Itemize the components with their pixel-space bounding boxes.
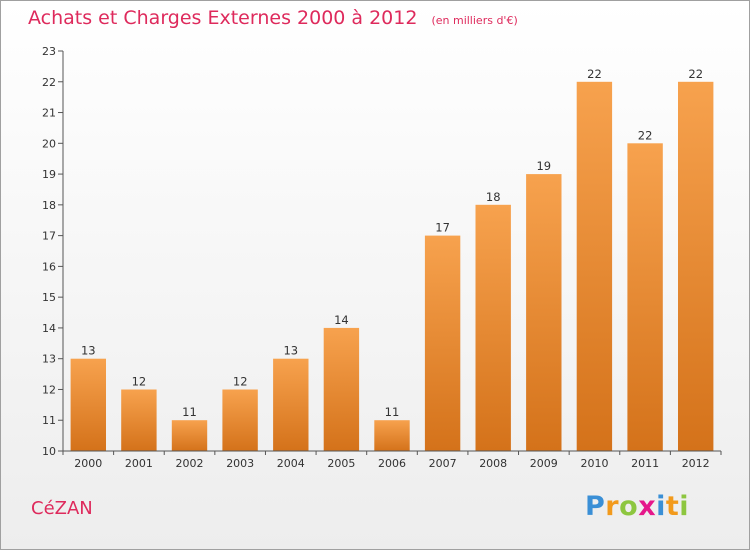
data-label-2011: 22 [638, 128, 653, 142]
x-tick-label: 2004 [277, 457, 305, 470]
x-tick-label: 2000 [74, 457, 102, 470]
data-label-2006: 11 [385, 405, 400, 419]
y-tick-label: 16 [42, 260, 56, 273]
y-tick-label: 21 [42, 107, 56, 120]
y-tick-label: 23 [42, 45, 56, 58]
y-tick-label: 14 [42, 322, 56, 335]
x-tick-label: 2002 [176, 457, 204, 470]
chart-subtitle: (en milliers d'€) [431, 14, 518, 27]
data-label-2010: 22 [587, 67, 602, 81]
y-tick-label: 17 [42, 230, 56, 243]
x-tick-label: 2001 [125, 457, 153, 470]
bar-2009 [526, 174, 562, 451]
bars-group: 13 2000 12 2001 11 2002 12 2003 13 2004 14 2005 11 20… [70, 67, 714, 470]
x-tick-label: 2010 [581, 457, 609, 470]
place-name: CéZAN [31, 498, 93, 519]
data-label-2012: 22 [688, 67, 703, 81]
data-label-2000: 13 [81, 344, 96, 358]
axes-group: 10 11 12 13 14 15 16 17 18 19 20 21 22 23 [42, 45, 722, 458]
y-tick-label: 11 [42, 414, 56, 427]
bar-2005 [323, 327, 360, 451]
y-tick-label: 20 [42, 137, 56, 150]
data-label-2002: 11 [182, 405, 197, 419]
x-tick-label: 2003 [226, 457, 254, 470]
bar-2003 [222, 389, 258, 451]
y-tick-label: 13 [42, 353, 56, 366]
data-label-2001: 12 [132, 375, 147, 389]
x-tick-label: 2005 [327, 457, 355, 470]
y-tick-label: 19 [42, 168, 56, 181]
bar-2007 [424, 235, 461, 451]
bar-2010 [576, 81, 613, 452]
data-label-2008: 18 [486, 190, 501, 204]
x-tick-label: 2009 [530, 457, 558, 470]
data-label-2007: 17 [435, 221, 450, 235]
logo-letter: x [638, 491, 657, 522]
bar-2002 [171, 420, 208, 451]
title-text: Achats et Charges Externes 2000 à 2012 [28, 7, 418, 29]
chart-title: Achats et Charges Externes 2000 à 2012 (e… [28, 7, 518, 29]
x-tick-label: 2012 [682, 457, 710, 470]
data-label-2003: 12 [233, 375, 248, 389]
bar-2012 [678, 81, 714, 452]
bar-2004 [273, 358, 309, 451]
data-label-2005: 14 [334, 313, 349, 327]
y-tick-label: 18 [42, 199, 56, 212]
logo-letter: r [605, 491, 620, 522]
bar-2008 [475, 204, 511, 451]
data-label-2009: 19 [536, 159, 551, 173]
logo-letter: i [656, 491, 666, 522]
y-tick-label: 15 [42, 291, 56, 304]
x-tick-label: 2006 [378, 457, 406, 470]
y-tick-label: 22 [42, 76, 56, 89]
x-tick-label: 2007 [429, 457, 457, 470]
logo-letter: i [679, 491, 690, 522]
y-tick-label: 10 [42, 445, 56, 458]
x-tick-label: 2008 [479, 457, 507, 470]
x-tick-label: 2011 [631, 457, 659, 470]
y-tick-label: 12 [42, 384, 56, 397]
logo-letter: t [665, 491, 680, 522]
proxiti-logo[interactable]: Proxiti [585, 491, 689, 522]
logo-letter: P [585, 491, 606, 522]
bar-2011 [627, 143, 663, 452]
bar-2006 [374, 420, 410, 451]
bar-2000 [70, 358, 106, 451]
bar-2001 [121, 389, 157, 451]
logo-letter: o [619, 491, 639, 522]
data-label-2004: 13 [283, 344, 298, 358]
